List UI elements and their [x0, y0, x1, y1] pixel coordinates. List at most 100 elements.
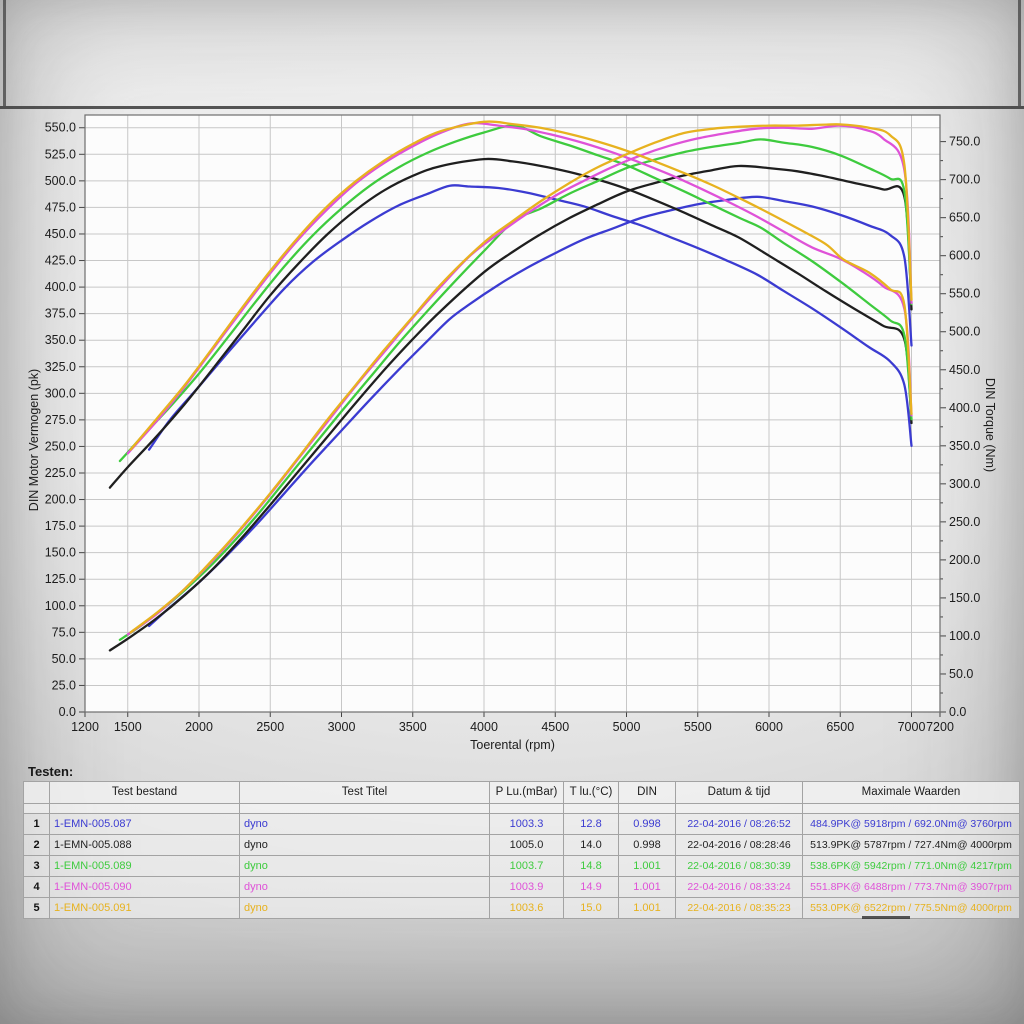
- page-top-rule: [0, 106, 1024, 109]
- test-row: 3 1-EMN-005.089 dyno 1003.7 14.8 1.001 22-04-2…: [23, 855, 1020, 877]
- left-axis-tick-label: 275.0: [45, 413, 76, 427]
- right-axis-tick-label: 100.0: [949, 629, 980, 643]
- cell-t-lu: 14.9: [563, 876, 619, 898]
- right-axis-tick-label: 150.0: [949, 591, 980, 605]
- curve-torque-1-EMN-005.088: [108, 157, 913, 489]
- test-row: 5 1-EMN-005.091 dyno 1003.6 15.0 1.001 22-04-2…: [23, 897, 1020, 919]
- cell-datum-tijd: 22-04-2016 / 08:28:46: [675, 834, 803, 856]
- right-axis-tick-label: 450.0: [949, 363, 980, 377]
- left-axis-tick-label: 500.0: [45, 174, 76, 188]
- cell-num: 4: [23, 876, 50, 898]
- x-axis-tick-label: 6000: [755, 720, 783, 734]
- cell-test-titel: dyno: [239, 897, 490, 919]
- cell-p-lu: 1005.0: [489, 834, 564, 856]
- left-axis-tick-label: 175.0: [45, 519, 76, 533]
- cell-test-titel: dyno: [239, 834, 490, 856]
- page-edge-right: [1018, 0, 1021, 106]
- cell-maximale-waarden: 538.6PK@ 5942rpm / 771.0Nm@ 4217rpm: [802, 855, 1020, 877]
- spacer-cell: [563, 803, 619, 814]
- cell-num: 5: [23, 897, 50, 919]
- cell-test-titel: dyno: [239, 876, 490, 898]
- x-axis-tick-label: 6500: [826, 720, 854, 734]
- cell-din: 1.001: [618, 897, 676, 919]
- left-axis-tick-label: 425.0: [45, 254, 76, 268]
- column-header: [23, 781, 50, 804]
- left-axis-tick-label: 150.0: [45, 546, 76, 560]
- left-axis-tick-label: 125.0: [45, 572, 76, 586]
- cell-maximale-waarden: 553.0PK@ 6522rpm / 775.5Nm@ 4000rpm: [802, 897, 1020, 919]
- x-axis-tick-label: 3000: [328, 720, 356, 734]
- curve-torque-1-EMN-005.087: [147, 184, 913, 451]
- curve-power-1-EMN-005.088: [108, 164, 913, 652]
- right-axis-tick-label: 600.0: [949, 249, 980, 263]
- curve-torque-1-EMN-005.090: [126, 121, 913, 455]
- dyno-chart: 0.0 25.0 50.0 75.0 100.0 125.0 150.0 175.0 200.0…: [8, 110, 1016, 762]
- cell-test-titel: dyno: [239, 855, 490, 877]
- right-axis-tick-label: 400.0: [949, 401, 980, 415]
- dyno-chart-svg: 0.0 25.0 50.0 75.0 100.0 125.0 150.0 175.0 200.0…: [27, 114, 997, 752]
- left-axis-tick-label: 250.0: [45, 439, 76, 453]
- cell-din: 1.001: [618, 876, 676, 898]
- column-header: Maximale Waarden: [802, 781, 1020, 804]
- x-axis-tick-label: 1500: [114, 720, 142, 734]
- left-axis-tick-label: 450.0: [45, 227, 76, 241]
- left-axis-tick-label: 325.0: [45, 360, 76, 374]
- curve-power-1-EMN-005.089: [118, 138, 913, 641]
- curve-torque-1-EMN-005.091: [129, 120, 913, 451]
- cell-maximale-waarden: 484.9PK@ 5918rpm / 692.0Nm@ 3760rpm: [802, 813, 1020, 835]
- spacer-cell: [49, 803, 240, 814]
- x-axis-tick-label: 4500: [541, 720, 569, 734]
- table-header: Test bestand Test Titel P Lu.(mBar) T lu.(°…: [23, 781, 1020, 804]
- cell-t-lu: 12.8: [563, 813, 619, 835]
- column-header: Datum & tijd: [675, 781, 803, 804]
- left-axis-tick-label: 100.0: [45, 599, 76, 613]
- right-axis-tick-label: 650.0: [949, 211, 980, 225]
- left-axis-tick-label: 50.0: [52, 652, 76, 666]
- left-axis-tick-label: 475.0: [45, 200, 76, 214]
- column-header: P Lu.(mBar): [489, 781, 564, 804]
- cell-test-bestand: 1-EMN-005.088: [49, 834, 240, 856]
- left-axis-title: DIN Motor Vermogen (pk): [27, 369, 41, 511]
- plot-area: [85, 115, 940, 712]
- cell-din: 0.998: [618, 813, 676, 835]
- x-axis-tick-label: 2500: [256, 720, 284, 734]
- right-axis-tick-label: 750.0: [949, 135, 980, 149]
- right-axis-tick-label: 550.0: [949, 287, 980, 301]
- left-axis-tick-label: 350.0: [45, 333, 76, 347]
- cell-p-lu: 1003.9: [489, 876, 564, 898]
- right-axis-tick-label: 0.0: [949, 705, 966, 719]
- right-axis-tick-label: 300.0: [949, 477, 980, 491]
- left-axis-tick-label: 0.0: [59, 705, 76, 719]
- right-axis-title: DIN Torque (Nm): [983, 378, 997, 472]
- cell-datum-tijd: 22-04-2016 / 08:35:23: [675, 897, 803, 919]
- testen-section-label: Testen:: [28, 764, 74, 779]
- right-axis-tick-label: 200.0: [949, 553, 980, 567]
- spacer-cell: [675, 803, 803, 814]
- left-axis-tick-label: 25.0: [52, 678, 76, 692]
- cell-p-lu: 1003.3: [489, 813, 564, 835]
- right-axis-tick-label: 50.0: [949, 667, 973, 681]
- x-axis-tick-label: 2000: [185, 720, 213, 734]
- spacer-cell: [618, 803, 676, 814]
- left-axis-tick-label: 75.0: [52, 625, 76, 639]
- left-axis-tick-label: 550.0: [45, 121, 76, 135]
- spacer-cell: [23, 803, 50, 814]
- test-row: 2 1-EMN-005.088 dyno 1005.0 14.0 0.998 22-04-2…: [23, 834, 1020, 856]
- x-axis-tick-label: 3500: [399, 720, 427, 734]
- cell-test-bestand: 1-EMN-005.090: [49, 876, 240, 898]
- test-results-table: Test bestand Test Titel P Lu.(mBar) T lu.(°…: [23, 781, 1020, 919]
- x-axis-tick-label: 5000: [613, 720, 641, 734]
- right-axis-tick-label: 350.0: [949, 439, 980, 453]
- cell-num: 2: [23, 834, 50, 856]
- cell-t-lu: 14.8: [563, 855, 619, 877]
- cell-datum-tijd: 22-04-2016 / 08:30:39: [675, 855, 803, 877]
- column-header: Test Titel: [239, 781, 490, 804]
- cell-datum-tijd: 22-04-2016 / 08:26:52: [675, 813, 803, 835]
- spacer-cell: [489, 803, 564, 814]
- test-row: 4 1-EMN-005.090 dyno 1003.9 14.9 1.001 22-04-2…: [23, 876, 1020, 898]
- curve-power-1-EMN-005.087: [147, 195, 913, 628]
- cell-p-lu: 1003.7: [489, 855, 564, 877]
- cell-test-bestand: 1-EMN-005.091: [49, 897, 240, 919]
- curve-torque-1-EMN-005.089: [118, 124, 913, 463]
- right-axis-tick-label: 250.0: [949, 515, 980, 529]
